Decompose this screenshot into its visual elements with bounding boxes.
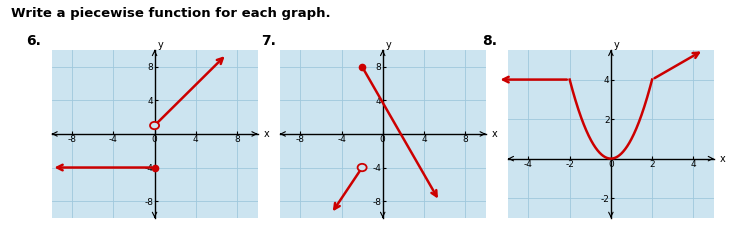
Text: y: y — [158, 40, 163, 50]
Text: y: y — [614, 40, 620, 50]
Text: 6.: 6. — [26, 34, 40, 48]
Text: x: x — [492, 129, 498, 139]
Text: x: x — [720, 154, 726, 164]
Text: Write a piecewise function for each graph.: Write a piecewise function for each grap… — [11, 7, 330, 20]
Text: y: y — [386, 40, 392, 50]
Circle shape — [358, 164, 367, 171]
Text: 7.: 7. — [261, 34, 276, 48]
Circle shape — [150, 122, 159, 129]
Text: x: x — [263, 129, 269, 139]
Text: 8.: 8. — [482, 34, 497, 48]
